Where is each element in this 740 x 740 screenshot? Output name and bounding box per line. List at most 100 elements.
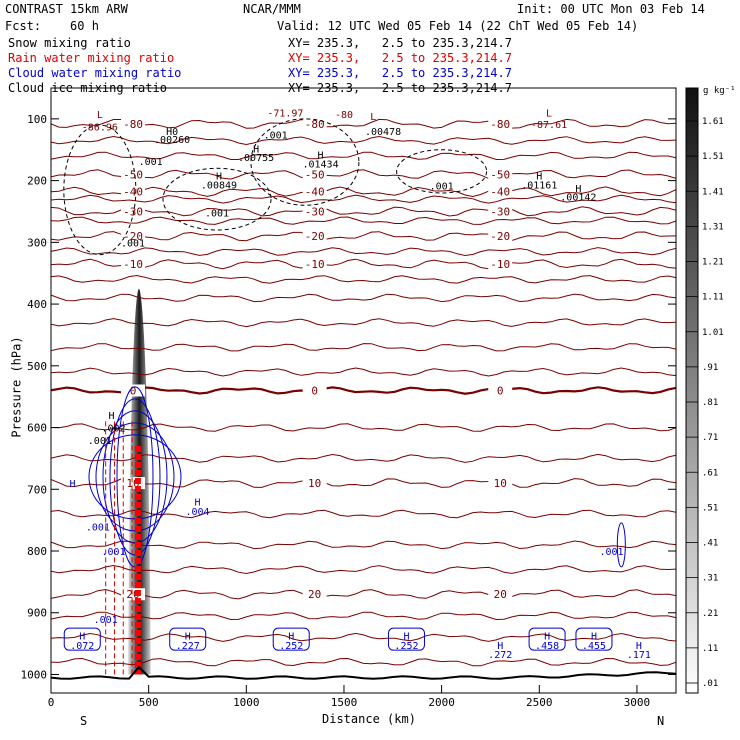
extremum-label: .00142 — [560, 193, 596, 204]
contour-label-bg — [302, 257, 327, 270]
y-tick-label: 900 — [27, 607, 47, 620]
extremum-label: .00260 — [154, 135, 190, 146]
contour-label-bg — [302, 230, 327, 243]
contour-label-bg — [302, 168, 327, 181]
colorbar-label: .41 — [702, 539, 718, 549]
x-tick-label: 2000 — [428, 696, 455, 709]
extremum-label: .227 — [176, 641, 200, 652]
extremum-label: .001 — [121, 238, 145, 249]
colorbar-label: .11 — [702, 644, 718, 654]
extremum-label: .01161 — [521, 180, 557, 191]
x-axis-south-label: S — [80, 714, 88, 728]
temperature-contour-line — [51, 540, 676, 550]
temperature-contour-label: -50 — [490, 168, 510, 181]
extremum-label: .002 — [101, 424, 125, 435]
extremum-label: H — [69, 479, 75, 490]
contour-label-bg — [488, 257, 513, 270]
temperature-contour-label: -40 — [123, 186, 143, 199]
colorbar-label: 1.11 — [702, 293, 724, 303]
temperature-contour-line — [51, 318, 676, 328]
extremum-label: .00849 — [201, 180, 237, 191]
temperature-contour-label: -80 — [123, 118, 143, 131]
temperature-contour-line — [51, 118, 676, 129]
contour-label-bg — [121, 117, 146, 130]
y-tick-label: 100 — [27, 113, 47, 126]
extremum-label: .001 — [205, 209, 229, 220]
extremum-label: .001 — [264, 130, 288, 141]
extremum-label: H — [194, 498, 200, 509]
colorbar-label: .91 — [702, 363, 718, 373]
temperature-contour-label: -30 — [305, 205, 325, 218]
extremum-label: .001 — [94, 615, 118, 626]
contour-label-bg — [488, 384, 513, 397]
y-tick-label: 300 — [27, 236, 47, 249]
extremum-label: H — [544, 632, 550, 643]
extremum-label: -87.61 — [531, 120, 567, 131]
temperature-contour-line — [51, 564, 676, 575]
x-tick-label: 500 — [139, 696, 159, 709]
extremum-label: .001 — [101, 547, 125, 558]
contour-label-bg — [488, 477, 513, 490]
temperature-contour-label: -30 — [123, 205, 143, 218]
temperature-contour-label: -50 — [123, 168, 143, 181]
temperature-contour-label: -40 — [490, 186, 510, 199]
temperature-contour-label: -20 — [490, 230, 510, 243]
x-axis-title: Distance (km) — [322, 712, 416, 726]
y-tick-label: 1000 — [21, 668, 48, 681]
temperature-contour-label: -80 — [490, 118, 510, 131]
x-tick-label: 0 — [48, 696, 55, 709]
y-tick-label: 500 — [27, 360, 47, 373]
y-tick-label: 800 — [27, 545, 47, 558]
cloud-ice-contour — [396, 149, 488, 194]
extremum-label: .252 — [279, 641, 303, 652]
cloud-water-contour — [272, 627, 310, 651]
temperature-contour-line — [51, 135, 676, 146]
contour-label-bg — [121, 384, 146, 397]
colorbar-label: .71 — [702, 433, 718, 443]
cloud-ice-contour — [250, 118, 360, 206]
temperature-contour-label: -10 — [123, 258, 143, 271]
extremum-label: .455 — [582, 641, 606, 652]
extremum-label: -80 — [335, 110, 353, 121]
extremum-label: H — [636, 641, 642, 652]
temperature-contour-line — [51, 247, 676, 257]
temperature-contour-label: -40 — [305, 186, 325, 199]
extremum-label: .01434 — [302, 159, 338, 170]
temperature-contour-line — [51, 169, 676, 180]
model-title: CONTRAST 15km ARW — [5, 2, 128, 16]
temperature-contour-line — [51, 632, 676, 642]
extremum-label: H — [253, 145, 259, 156]
colorbar-label: 1.41 — [702, 187, 724, 197]
temperature-contour-line — [51, 231, 676, 242]
contour-label-bg — [121, 257, 146, 270]
temperature-contour-line — [51, 293, 676, 303]
contour-label-bg — [488, 117, 513, 130]
temperature-contour-label: 20 — [308, 588, 321, 601]
contour-label-bg — [488, 185, 513, 198]
temperature-contour-line — [51, 611, 676, 621]
contour-label-bg — [302, 384, 327, 397]
contour-label-bg — [121, 185, 146, 198]
temperature-contour-label: -80 — [305, 118, 325, 131]
colorbar-label: .31 — [702, 574, 718, 584]
y-tick-label: 600 — [27, 422, 47, 435]
x-tick-label: 3000 — [624, 696, 651, 709]
extremum-label: L — [97, 110, 103, 121]
legend-rain-label: Rain water mixing ratio — [8, 51, 175, 65]
plot-frame — [50, 87, 677, 694]
init-time: Init: 00 UTC Mon 03 Feb 14 — [517, 2, 705, 16]
extremum-label: H — [288, 632, 294, 643]
colorbar-unit: g kg⁻¹ — [703, 86, 736, 96]
temperature-contour-label: -10 — [305, 258, 325, 271]
temperature-contour-label: -50 — [305, 168, 325, 181]
contour-label-bg — [488, 168, 513, 181]
colorbar-label: 1.51 — [702, 152, 724, 162]
colorbar-label: 1.61 — [702, 117, 724, 127]
cloud-water-contour — [169, 627, 207, 651]
extremum-label: H — [403, 632, 409, 643]
temperature-contour-label: -20 — [123, 230, 143, 243]
temperature-contour-line — [51, 343, 676, 352]
cloud-ice-contour — [63, 124, 137, 256]
temperature-contour-line — [51, 216, 676, 225]
cloud-water-contour — [575, 627, 613, 651]
